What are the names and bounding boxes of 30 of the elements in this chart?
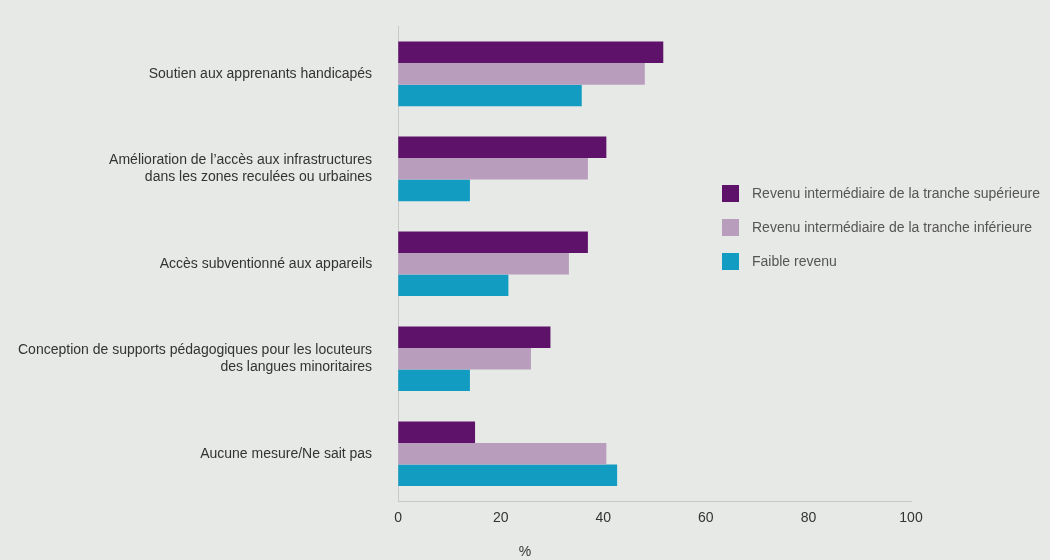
- bar: [398, 41, 664, 64]
- x-tick-label: 60: [698, 509, 714, 526]
- bar: [398, 421, 476, 443]
- y-tick-label: Conception de supports pédagogiques pour les locuteurs des langues minoritaires: [17, 341, 373, 375]
- x-tick-label: 100: [899, 509, 923, 526]
- y-tick-label: Amélioration de l’accès aux infrastructures dans les zones reculées ou urbaines: [109, 151, 373, 185]
- bar: [398, 274, 509, 297]
- bar: [398, 231, 588, 254]
- bar: [398, 369, 470, 392]
- y-tick-label: Accès subventionné aux appareils: [159, 254, 373, 271]
- legend-label: Revenu intermédiaire de la tranche supérieure: [752, 185, 1040, 201]
- bar: [398, 464, 618, 487]
- bar: [398, 348, 531, 370]
- x-tick-label: 20: [492, 509, 509, 526]
- legend-label: Faible revenu: [752, 253, 837, 269]
- bar: [398, 253, 569, 275]
- bar: [398, 158, 588, 180]
- bar: [398, 442, 607, 465]
- bar: [398, 136, 607, 159]
- x-tick-label: 0: [394, 509, 403, 526]
- x-tick-label: 80: [800, 509, 817, 526]
- bar: [398, 63, 645, 85]
- y-tick-label: Aucune mesure/Ne sait pas: [200, 444, 373, 461]
- bar: [398, 84, 582, 107]
- y-tick-label: Soutien aux apprenants handicapés: [148, 64, 373, 81]
- legend-label: Revenu intermédiaire de la tranche inférieure: [752, 219, 1033, 235]
- bar: [398, 179, 470, 202]
- bar: [398, 326, 551, 348]
- x-axis-title: %: [517, 543, 533, 559]
- x-tick-label: 40: [595, 509, 612, 526]
